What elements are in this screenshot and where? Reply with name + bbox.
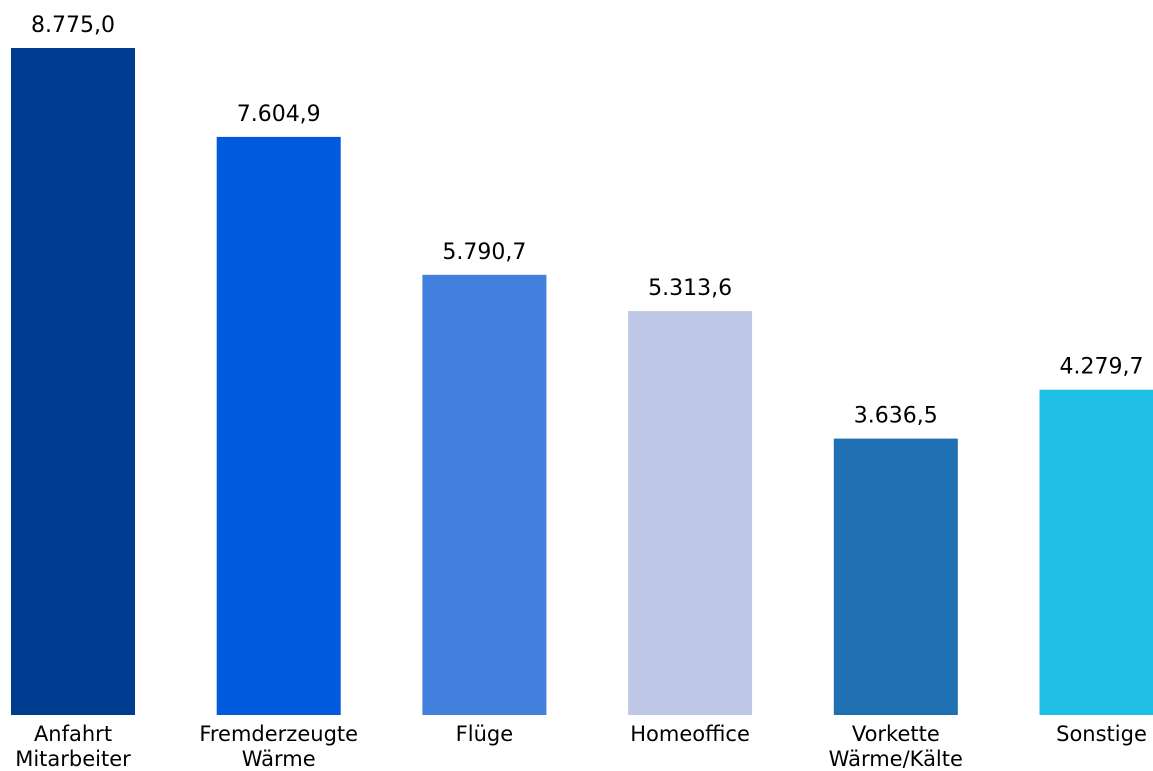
x-tick-label-0-line-0: Anfahrt: [34, 722, 112, 746]
bar-value-label-5: 4.279,7: [1060, 355, 1144, 380]
x-tick-label-2-line-0: Flüge: [456, 722, 513, 746]
x-tick-label-1-line-1: Wärme: [242, 747, 316, 771]
bar-2: [422, 274, 547, 715]
x-tick-label-0-line-1: Mitarbeiter: [15, 747, 131, 771]
x-tick-label-1-line-0: Fremderzeugte: [199, 722, 358, 746]
x-tick-labels-group: Anfahrt Mitarbeiter Fremderzeugte Wärme Flüg…: [15, 722, 1147, 771]
x-tick-label-2: Flüge: [456, 722, 513, 746]
x-tick-label-4-line-1: Wärme/Kälte: [829, 747, 963, 771]
x-tick-label-3-line-0: Homeoffice: [630, 722, 750, 746]
bar-value-label-3: 5.313,6: [648, 276, 732, 301]
x-tick-label-5: Sonstige: [1056, 722, 1147, 746]
bar-value-label-4: 3.636,5: [854, 404, 938, 429]
bar-4: [833, 438, 958, 715]
bar-5: [1039, 389, 1153, 715]
x-tick-label-4-line-0: Vorkette: [852, 722, 940, 746]
x-tick-label-1: Fremderzeugte Wärme: [199, 722, 358, 771]
x-tick-label-3: Homeoffice: [630, 722, 750, 746]
bar-1: [216, 136, 341, 715]
bar-0: [11, 48, 135, 715]
value-labels-group: 8.775,0 7.604,9 5.790,7 5.313,6 3.636,5 4.279…: [31, 13, 1143, 429]
bar-3: [628, 311, 753, 715]
bar-value-label-1: 7.604,9: [237, 102, 321, 127]
x-tick-label-4: Vorkette Wärme/Kälte: [829, 722, 963, 771]
bars-group: [11, 48, 1153, 715]
bar-value-label-0: 8.775,0: [31, 13, 115, 38]
x-tick-label-5-line-0: Sonstige: [1056, 722, 1147, 746]
x-tick-label-0: Anfahrt Mitarbeiter: [15, 722, 131, 771]
bar-value-label-2: 5.790,7: [442, 240, 526, 265]
